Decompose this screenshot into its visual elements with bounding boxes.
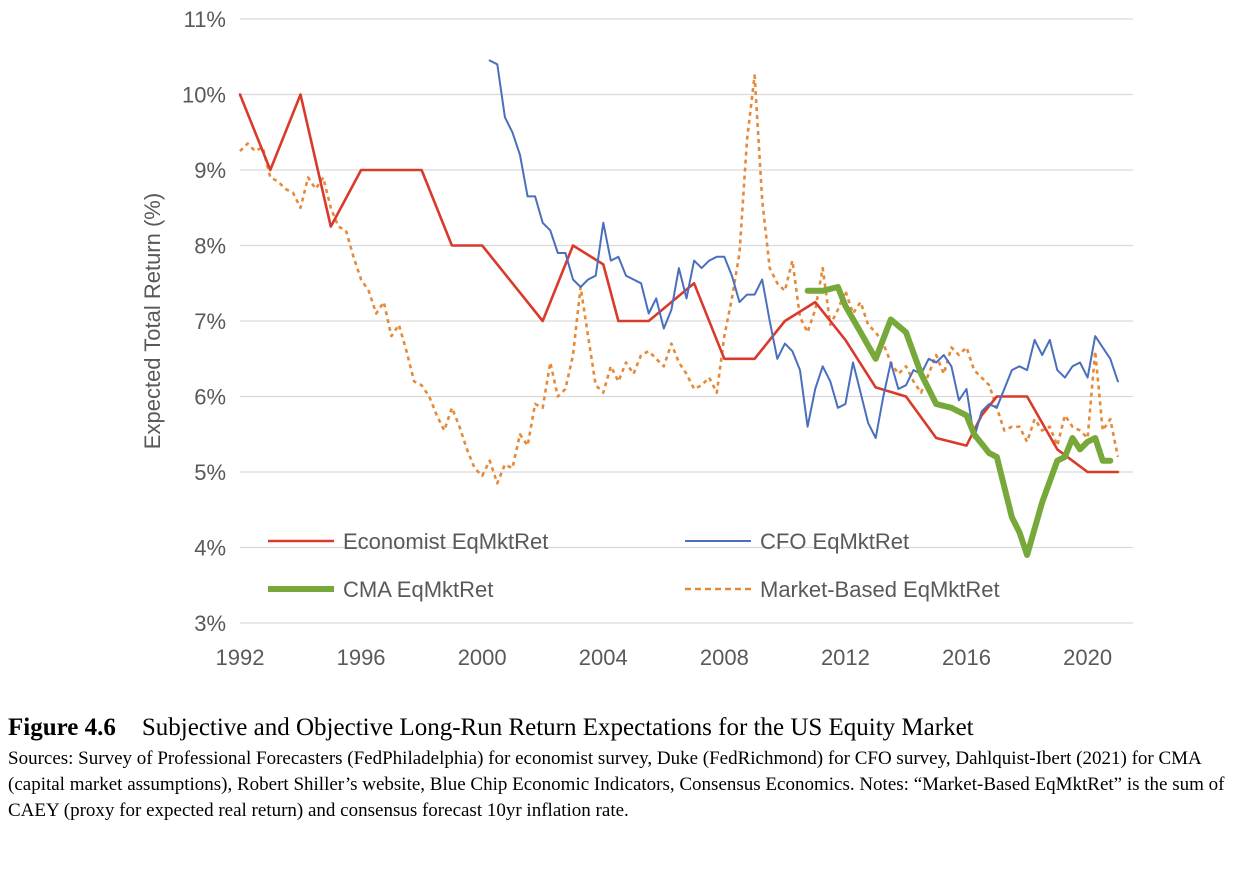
legend: Economist EqMktRet CFO EqMktRet CMA EqMktR… [268, 529, 1000, 602]
series-line-2 [804, 284, 1114, 558]
x-tick-label: 1992 [216, 645, 265, 670]
y-axis-title: Expected Total Return (%) [140, 193, 165, 449]
x-tick-label: 2020 [1063, 645, 1112, 670]
x-tick-label: 2012 [821, 645, 870, 670]
y-tick-label: 3% [194, 611, 226, 636]
x-tick-label: 2008 [700, 645, 749, 670]
x-tick-label: 2000 [458, 645, 507, 670]
caption-heading: Figure 4.6 Subjective and Objective Long-… [8, 712, 1253, 744]
y-tick-label: 6% [194, 385, 226, 410]
figure-number: Figure 4.6 [8, 714, 116, 741]
caption-notes: Sources: Survey of Professional Forecast… [8, 748, 1225, 821]
y-tick-label: 8% [194, 234, 226, 259]
y-tick-label: 5% [194, 460, 226, 485]
series-lines [238, 59, 1120, 558]
y-tick-label: 10% [182, 83, 226, 108]
legend-label-1: CFO EqMktRet [760, 529, 909, 554]
series-line-3 [239, 74, 1120, 485]
series-line-0 [238, 93, 1120, 474]
legend-label-3: Market-Based EqMktRet [760, 577, 1000, 602]
legend-label-0: Economist EqMktRet [343, 529, 548, 554]
y-tick-label: 9% [194, 158, 226, 183]
y-tick-label: 7% [194, 309, 226, 334]
figure-caption: Figure 4.6 Subjective and Objective Long-… [8, 712, 1253, 824]
legend-label-2: CMA EqMktRet [343, 577, 493, 602]
series-line-1 [488, 59, 1119, 439]
x-axis-tick-labels: 1992 1996 2000 2004 2008 2012 2016 2020 [216, 645, 1113, 670]
line-chart: 3% 4% 5% 6% 7% 8% 9% 10% 11% 1992 1996 2000 2004 200… [140, 7, 1133, 670]
x-tick-label: 2004 [579, 645, 628, 670]
x-tick-label: 1996 [337, 645, 386, 670]
y-tick-label: 4% [194, 536, 226, 561]
figure-title: Subjective and Objective Long-Run Return… [141, 714, 974, 741]
y-axis-tick-labels: 3% 4% 5% 6% 7% 8% 9% 10% 11% [182, 7, 226, 636]
y-tick-label: 11% [184, 7, 226, 32]
x-tick-label: 2016 [942, 645, 991, 670]
